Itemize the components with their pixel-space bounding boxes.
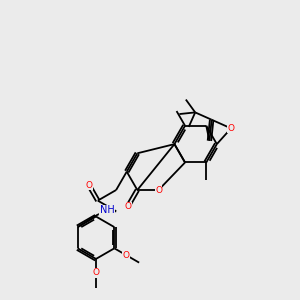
Text: O: O [85,181,92,190]
Text: O: O [227,124,235,133]
Text: O: O [92,268,100,277]
Text: O: O [124,202,131,211]
Text: O: O [155,185,162,194]
Text: O: O [123,251,130,260]
Text: NH: NH [100,205,115,215]
